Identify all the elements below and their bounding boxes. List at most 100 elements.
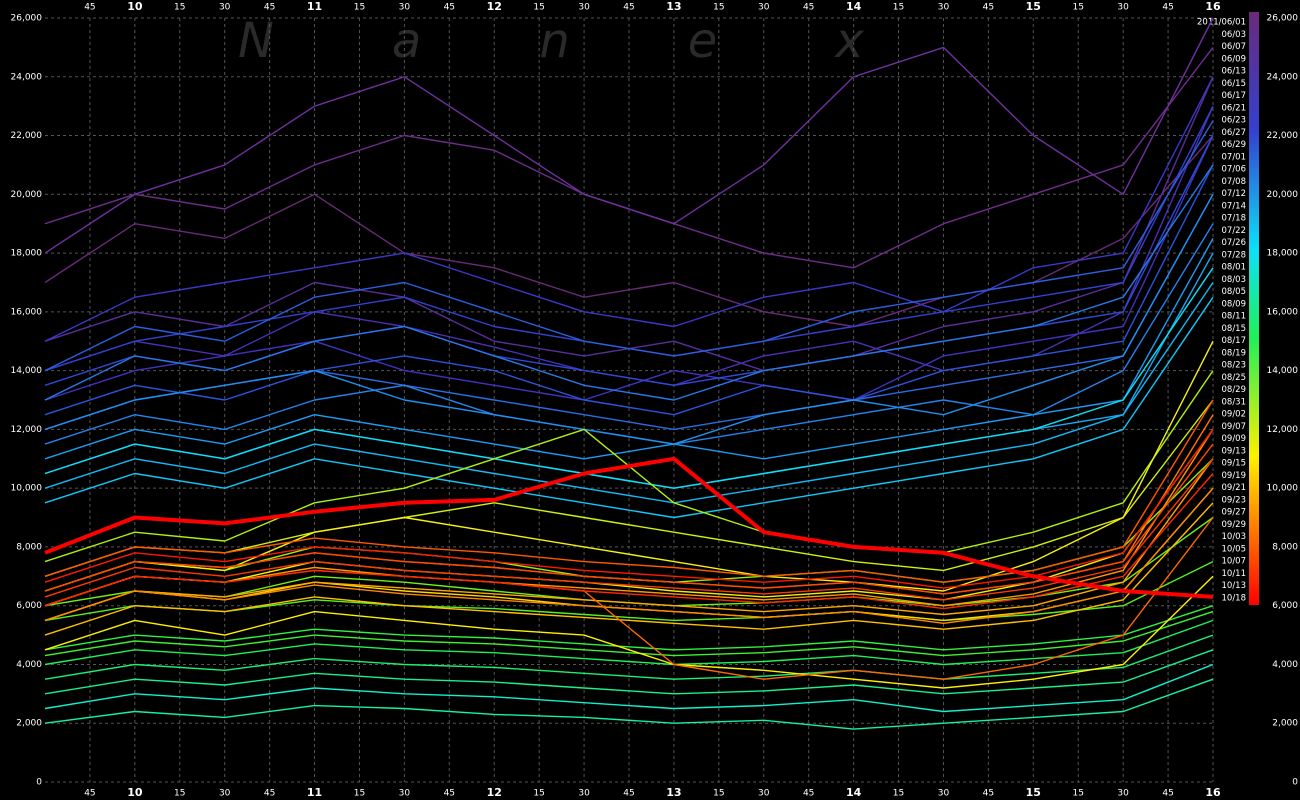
x-tick-label: 15 xyxy=(174,3,185,13)
legend-label: 09/07 xyxy=(1222,422,1247,432)
x-tick-label: 30 xyxy=(1117,789,1129,799)
legend-label: 09/29 xyxy=(1222,520,1247,530)
legend-label: 08/23 xyxy=(1222,361,1247,371)
x-tick-label: 30 xyxy=(1117,3,1129,13)
series-line xyxy=(44,634,1214,680)
series-line xyxy=(44,135,1214,401)
x-tick-label: 15 xyxy=(1073,789,1084,799)
legend-label: 07/08 xyxy=(1222,177,1247,187)
x-tick-label: 15 xyxy=(354,3,365,13)
legend-label: 06/09 xyxy=(1222,54,1247,64)
y2-tick-label: 18,000 xyxy=(1267,249,1299,259)
x-tick-label: 45 xyxy=(1162,3,1173,13)
legend-label: 08/03 xyxy=(1222,275,1247,285)
x-tick-label: 14 xyxy=(846,0,862,13)
y-tick-label: 22,000 xyxy=(11,131,43,141)
x-tick-label: 10 xyxy=(127,0,143,13)
y2-tick-label: 12,000 xyxy=(1267,425,1299,435)
y-tick-label: 8,000 xyxy=(16,542,42,552)
y-tick-label: 6,000 xyxy=(16,601,42,611)
legend-label: 07/14 xyxy=(1222,201,1247,211)
color-bar xyxy=(1249,12,1259,605)
series-line xyxy=(44,458,1214,622)
legend-label: 09/13 xyxy=(1222,446,1247,456)
y2-tick-label: 16,000 xyxy=(1267,307,1299,317)
series-line xyxy=(44,502,1214,636)
x-tick-label: 30 xyxy=(578,3,590,13)
x-tick-label: 15 xyxy=(713,3,724,13)
legend-label: 08/31 xyxy=(1222,397,1247,407)
legend-label: 09/19 xyxy=(1222,471,1247,481)
x-tick-label: 30 xyxy=(219,3,231,13)
x-tick-label: 30 xyxy=(758,3,770,13)
legend-label: 06/23 xyxy=(1222,116,1247,126)
x-tick-label: 30 xyxy=(399,789,411,799)
series-line xyxy=(44,399,1214,577)
legend-label: 07/28 xyxy=(1222,250,1247,260)
legend-label: 10/11 xyxy=(1222,569,1247,579)
legend-label: 08/09 xyxy=(1222,299,1247,309)
x-tick-label: 15 xyxy=(1026,0,1041,13)
series-line xyxy=(44,456,1214,599)
x-tick-label: 45 xyxy=(803,3,814,13)
series-line xyxy=(44,17,1214,254)
legend-label: 09/27 xyxy=(1222,508,1247,518)
legend-label: 09/02 xyxy=(1222,410,1247,420)
legend-label: 08/25 xyxy=(1222,373,1247,383)
series-line xyxy=(44,340,1214,592)
x-tick-label: 10 xyxy=(127,786,143,799)
x-tick-label: 45 xyxy=(264,789,275,799)
y-tick-label: 26,000 xyxy=(11,14,43,24)
legend-label: 07/12 xyxy=(1222,189,1247,199)
x-tick-label: 13 xyxy=(666,0,681,13)
series-line xyxy=(44,428,1214,607)
x-tick-label: 15 xyxy=(1073,3,1084,13)
y-tick-label: 10,000 xyxy=(11,484,43,494)
series-line xyxy=(44,458,1214,601)
y2-tick-label: 0 xyxy=(1292,778,1298,788)
legend-label: 10/05 xyxy=(1222,544,1247,554)
x-tick-label: 45 xyxy=(264,3,275,13)
x-tick-label: 45 xyxy=(983,3,994,13)
y-tick-label: 20,000 xyxy=(11,190,43,200)
series-line xyxy=(44,267,1214,489)
series-line xyxy=(44,164,1214,401)
x-tick-label: 30 xyxy=(938,3,950,13)
x-tick-label: 13 xyxy=(666,786,681,799)
legend-label: 08/05 xyxy=(1222,287,1247,297)
watermark: Nanex xyxy=(238,13,982,69)
y-tick-label: 0 xyxy=(36,778,42,788)
x-tick-label: 45 xyxy=(444,789,455,799)
legend-label: 09/09 xyxy=(1222,434,1247,444)
y2-tick-label: 22,000 xyxy=(1267,131,1299,141)
legend-label: 08/15 xyxy=(1222,324,1247,334)
x-tick-label: 45 xyxy=(1162,789,1173,799)
legend-label: 10/03 xyxy=(1222,532,1247,542)
series-line xyxy=(44,76,1214,342)
x-tick-label: 15 xyxy=(174,789,185,799)
y2-tick-label: 10,000 xyxy=(1267,484,1299,494)
legend-label: 10/18 xyxy=(1222,594,1247,604)
series-line xyxy=(44,649,1214,695)
series-line xyxy=(44,605,1214,651)
series-line xyxy=(44,619,1214,666)
legend-label: 08/19 xyxy=(1222,348,1247,358)
x-tick-label: 15 xyxy=(533,789,544,799)
series-line xyxy=(44,575,1214,689)
legend-label: 08/17 xyxy=(1222,336,1247,346)
y2-tick-label: 6,000 xyxy=(1272,601,1298,611)
series-line xyxy=(44,193,1214,445)
legend-label: 06/27 xyxy=(1222,128,1247,138)
series-line xyxy=(44,678,1214,730)
legend-label: 08/11 xyxy=(1222,312,1247,322)
y-tick-label: 12,000 xyxy=(11,425,43,435)
x-tick-label: 30 xyxy=(219,789,231,799)
x-tick-label: 16 xyxy=(1205,0,1221,13)
series-line xyxy=(44,663,1214,713)
legend-label: 07/26 xyxy=(1222,238,1247,248)
y-tick-label: 14,000 xyxy=(11,366,43,376)
x-tick-label: 16 xyxy=(1205,786,1221,799)
